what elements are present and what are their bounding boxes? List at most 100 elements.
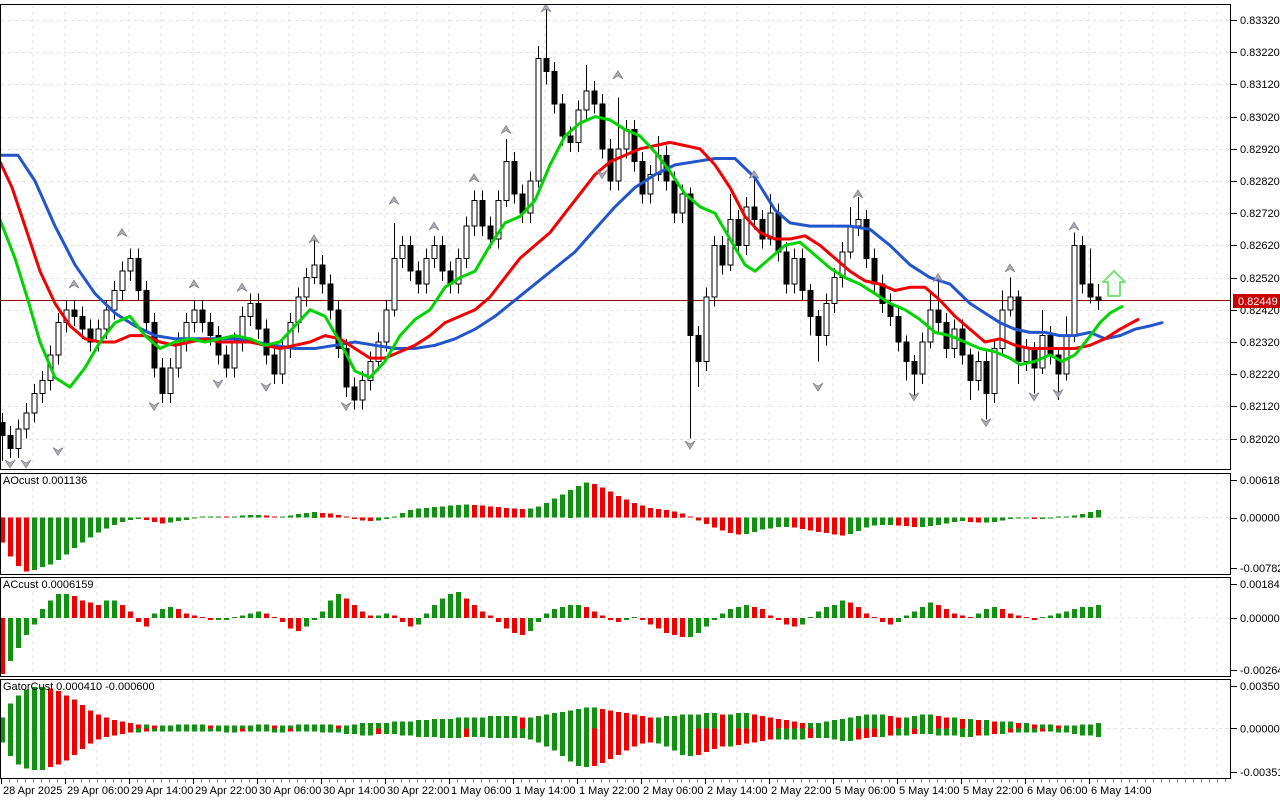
ac-bar bbox=[368, 615, 373, 618]
price-axis-label: 0.82820 bbox=[1240, 176, 1280, 188]
gator-bar bbox=[72, 699, 77, 729]
candle bbox=[983, 360, 990, 395]
gator-bar bbox=[680, 728, 685, 755]
candle bbox=[343, 347, 350, 388]
ao-bar bbox=[872, 517, 877, 526]
gator-bar bbox=[288, 728, 293, 732]
ac-histogram bbox=[0, 591, 1230, 674]
fractal-up-icon bbox=[1068, 221, 1080, 231]
fractal-up-icon bbox=[932, 272, 944, 282]
candle bbox=[1079, 244, 1086, 285]
ao-bar bbox=[1008, 517, 1013, 520]
gator-bar bbox=[744, 713, 749, 729]
gator-bar bbox=[168, 728, 173, 732]
gator-bar bbox=[840, 718, 845, 729]
gator-bar bbox=[1032, 728, 1037, 733]
ac-bar bbox=[992, 607, 997, 618]
ao-axis-label: 0.006186 bbox=[1240, 475, 1280, 487]
candle bbox=[7, 434, 14, 449]
gator-bar bbox=[944, 717, 949, 729]
candle bbox=[967, 354, 974, 382]
fractal-up-icon bbox=[188, 279, 200, 289]
ac-bar bbox=[136, 617, 141, 623]
candle bbox=[1039, 335, 1046, 369]
ac-bar bbox=[768, 615, 773, 618]
price-axis-label: 0.83220 bbox=[1240, 47, 1280, 59]
gator-bar bbox=[816, 728, 821, 739]
gator-bar bbox=[520, 728, 525, 739]
gator-histogram bbox=[0, 687, 1230, 770]
ao-bar bbox=[272, 516, 277, 518]
ac-bar bbox=[296, 617, 301, 631]
candle bbox=[855, 219, 862, 227]
gator-bar bbox=[256, 728, 261, 732]
gator-bar bbox=[472, 717, 477, 729]
gator-bar bbox=[784, 728, 789, 740]
gator-bar bbox=[896, 728, 901, 736]
ac-bar bbox=[944, 609, 949, 618]
gator-bar bbox=[856, 728, 861, 740]
candle bbox=[911, 360, 918, 375]
price-axis[interactable]: 0.83320 0.83220 0.83120 0.83020 0.82920 0.828… bbox=[1231, 15, 1280, 779]
gator-bar bbox=[8, 728, 13, 757]
fractal-up-icon bbox=[540, 3, 552, 13]
ao-bar bbox=[792, 517, 797, 528]
ac-bar bbox=[504, 617, 509, 629]
gator-bar bbox=[432, 718, 437, 729]
gator-bar bbox=[240, 728, 245, 732]
candle bbox=[503, 161, 510, 201]
ac-bar bbox=[856, 607, 861, 618]
candle bbox=[991, 347, 998, 395]
ao-bar bbox=[280, 516, 285, 518]
gator-bar bbox=[248, 728, 253, 732]
ac-bar bbox=[688, 617, 693, 638]
ao-bar bbox=[408, 509, 413, 518]
gator-bar bbox=[560, 728, 565, 757]
candle bbox=[391, 257, 398, 311]
candle bbox=[407, 244, 414, 272]
candle bbox=[207, 322, 214, 337]
ao-bar bbox=[0, 517, 5, 543]
gator-bar bbox=[328, 728, 333, 733]
gator-bar bbox=[608, 728, 613, 759]
time-axis[interactable]: 28 Apr 2025 29 Apr 06:00 29 Apr 14:00 29 Ap… bbox=[1, 779, 1226, 797]
price-axis-label: 0.82320 bbox=[1240, 337, 1280, 349]
ao-bar bbox=[968, 517, 973, 522]
ao-bar bbox=[304, 512, 309, 518]
gator-bar bbox=[304, 724, 309, 729]
gator-bar bbox=[240, 725, 245, 729]
ac-bar bbox=[592, 611, 597, 618]
candle bbox=[455, 257, 462, 285]
gator-bar bbox=[920, 728, 925, 734]
candle bbox=[0, 422, 6, 436]
ao-bar bbox=[568, 490, 573, 518]
fractal-up-icon bbox=[428, 221, 440, 231]
ao-bar bbox=[432, 507, 437, 518]
candle bbox=[559, 103, 566, 137]
ac-bar bbox=[320, 611, 325, 618]
gator-bar bbox=[640, 728, 645, 744]
candle bbox=[327, 283, 334, 311]
fractal-up-icon bbox=[68, 279, 80, 289]
gator-bar bbox=[968, 728, 973, 737]
gator-bar bbox=[672, 716, 677, 729]
ao-bar bbox=[904, 517, 909, 527]
gator-bar bbox=[696, 728, 701, 755]
gator-bar bbox=[56, 691, 61, 729]
gator-bar bbox=[120, 728, 125, 734]
ac-axis-label: 0.0000000 bbox=[1240, 613, 1280, 625]
time-axis-label: 2 May 22:00 bbox=[771, 785, 832, 797]
ao-bar bbox=[1096, 509, 1101, 518]
ao-axis-label: -0.007822 bbox=[1240, 563, 1280, 575]
gator-bar bbox=[800, 722, 805, 729]
gator-bar bbox=[616, 711, 621, 729]
gator-bar bbox=[32, 687, 37, 729]
ao-bar bbox=[528, 508, 533, 518]
ac-bar bbox=[472, 604, 477, 618]
gator-bar bbox=[968, 718, 973, 729]
gator-bar bbox=[520, 717, 525, 729]
ao-bar bbox=[592, 483, 597, 518]
candle bbox=[479, 199, 486, 227]
gator-bar bbox=[8, 703, 13, 729]
